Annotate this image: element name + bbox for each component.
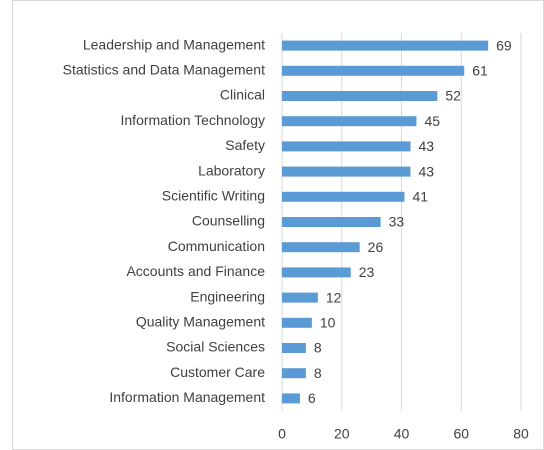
y-tick-label: Safety (225, 137, 265, 153)
data-label: 33 (389, 214, 405, 230)
data-label: 12 (326, 289, 342, 305)
y-tick-label: Information Management (109, 389, 265, 405)
bar (282, 267, 351, 278)
bar (282, 242, 360, 253)
y-tick-label: Laboratory (198, 162, 265, 178)
x-tick-label: 80 (513, 426, 529, 442)
data-label: 6 (308, 390, 316, 406)
data-label: 23 (359, 264, 375, 280)
y-tick-label: Social Sciences (166, 339, 265, 355)
x-tick-label: 0 (278, 426, 286, 442)
bar (282, 166, 411, 177)
bar (282, 317, 312, 328)
x-tick-label: 20 (334, 426, 350, 442)
x-tick-label: 60 (453, 426, 469, 442)
data-label: 45 (424, 113, 440, 129)
y-tick-label: Scientific Writing (162, 188, 265, 204)
y-tick-label: Leadership and Management (83, 36, 265, 52)
bar (282, 65, 465, 76)
bar (282, 343, 306, 353)
bar (282, 91, 438, 101)
bar (282, 393, 300, 404)
data-label: 61 (472, 63, 488, 79)
bar (282, 116, 417, 127)
y-tick-label: Statistics and Data Management (63, 62, 265, 78)
data-label: 8 (314, 340, 322, 356)
y-tick-label: Communication (168, 238, 265, 254)
bar (282, 40, 489, 51)
bar (282, 191, 405, 202)
data-label: 8 (314, 365, 322, 381)
y-tick-label: Customer Care (170, 364, 265, 380)
data-label: 41 (412, 189, 428, 205)
data-label: 43 (418, 138, 434, 154)
bar (282, 217, 381, 227)
y-tick-label: Accounts and Finance (126, 263, 265, 279)
data-label: 43 (418, 163, 434, 179)
y-tick-label: Clinical (220, 87, 265, 103)
bar (282, 368, 306, 379)
y-tick-label: Quality Management (136, 314, 265, 330)
bar (282, 141, 411, 152)
data-label: 52 (445, 88, 461, 104)
y-tick-label: Engineering (190, 288, 265, 304)
x-tick-label: 40 (394, 426, 410, 442)
bar (282, 292, 318, 303)
data-label: 26 (368, 239, 384, 255)
data-label: 10 (320, 315, 336, 331)
data-label: 69 (496, 37, 512, 53)
y-tick-label: Counselling (192, 213, 265, 229)
y-tick-label: Information Technology (121, 112, 266, 128)
